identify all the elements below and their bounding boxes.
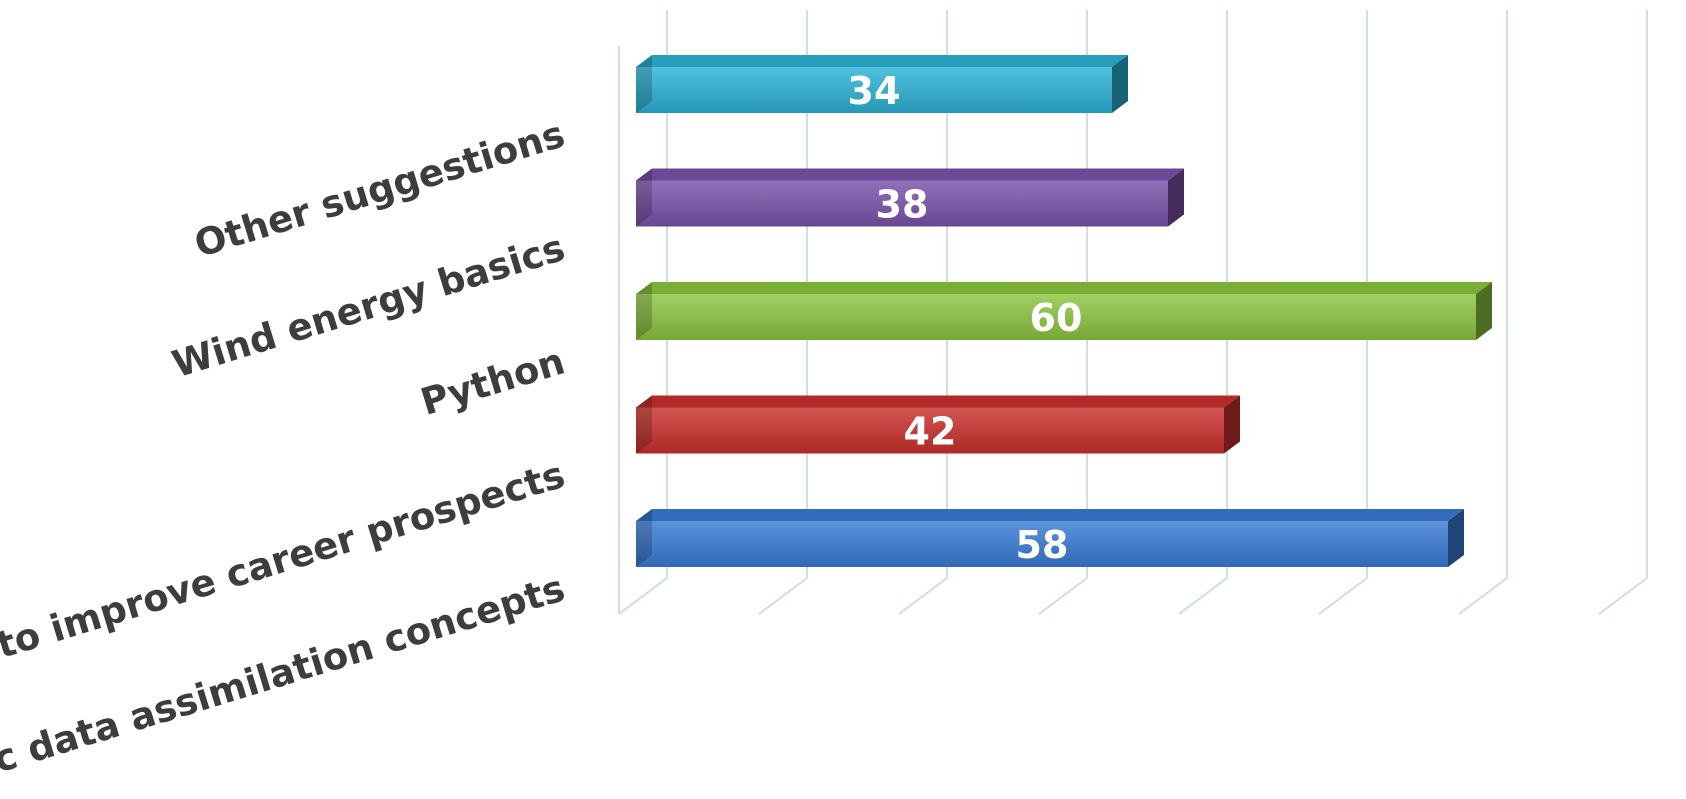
category-label-python: Python (416, 339, 570, 423)
bar-front-other-suggestions (636, 67, 1112, 113)
bar-side-other-suggestions (1112, 55, 1128, 113)
bar-top-python (636, 282, 1492, 294)
data-label-python: 60 (1030, 296, 1083, 340)
data-label-basic-data-assimilation-concepts: 58 (1016, 523, 1069, 567)
gridline-60 (1458, 10, 1508, 615)
bar-wind-energy-basics: 38 (636, 168, 1184, 227)
bar-python: 60 (636, 282, 1492, 340)
bars: 58 42 60 38 34 (636, 55, 1492, 567)
bar-side-python (1476, 282, 1492, 340)
bar-shadow-python (636, 282, 652, 340)
bar-top-wind-energy-basics (636, 168, 1184, 181)
bar-side-basic-data-assimilation-concepts (1448, 509, 1464, 567)
data-label-how-to-improve-career-prospects: 42 (904, 410, 957, 454)
bar-top-other-suggestions (636, 55, 1128, 67)
bar-front-how-to-improve-career-prospects (636, 407, 1224, 454)
gridline-70 (1598, 10, 1648, 615)
bar-front-python (636, 294, 1476, 340)
bar-side-wind-energy-basics (1168, 168, 1184, 227)
data-label-other-suggestions: 34 (848, 69, 901, 113)
bar-top-basic-data-assimilation-concepts (636, 509, 1464, 521)
gridline-40 (1178, 10, 1228, 615)
bar-basic-data-assimilation-concepts: 58 (636, 509, 1464, 567)
bar-shadow-basic-data-assimilation-concepts (636, 509, 652, 567)
bar-other-suggestions: 34 (636, 55, 1128, 113)
bar-shadow-other-suggestions (636, 55, 652, 113)
bar-shadow-how-to-improve-career-prospects (636, 395, 652, 454)
bar-top-how-to-improve-career-prospects (636, 395, 1240, 408)
bar-side-how-to-improve-career-prospects (1224, 395, 1240, 454)
gridline-50 (1318, 10, 1368, 615)
bar-front-basic-data-assimilation-concepts (636, 521, 1448, 567)
bar-shadow-wind-energy-basics (636, 168, 652, 227)
category-labels: Basic data assimilation conceptsHow to i… (0, 112, 570, 799)
data-label-wind-energy-basics: 38 (876, 183, 929, 227)
bar-front-wind-energy-basics (636, 180, 1168, 227)
bar-how-to-improve-career-prospects: 42 (636, 395, 1240, 454)
